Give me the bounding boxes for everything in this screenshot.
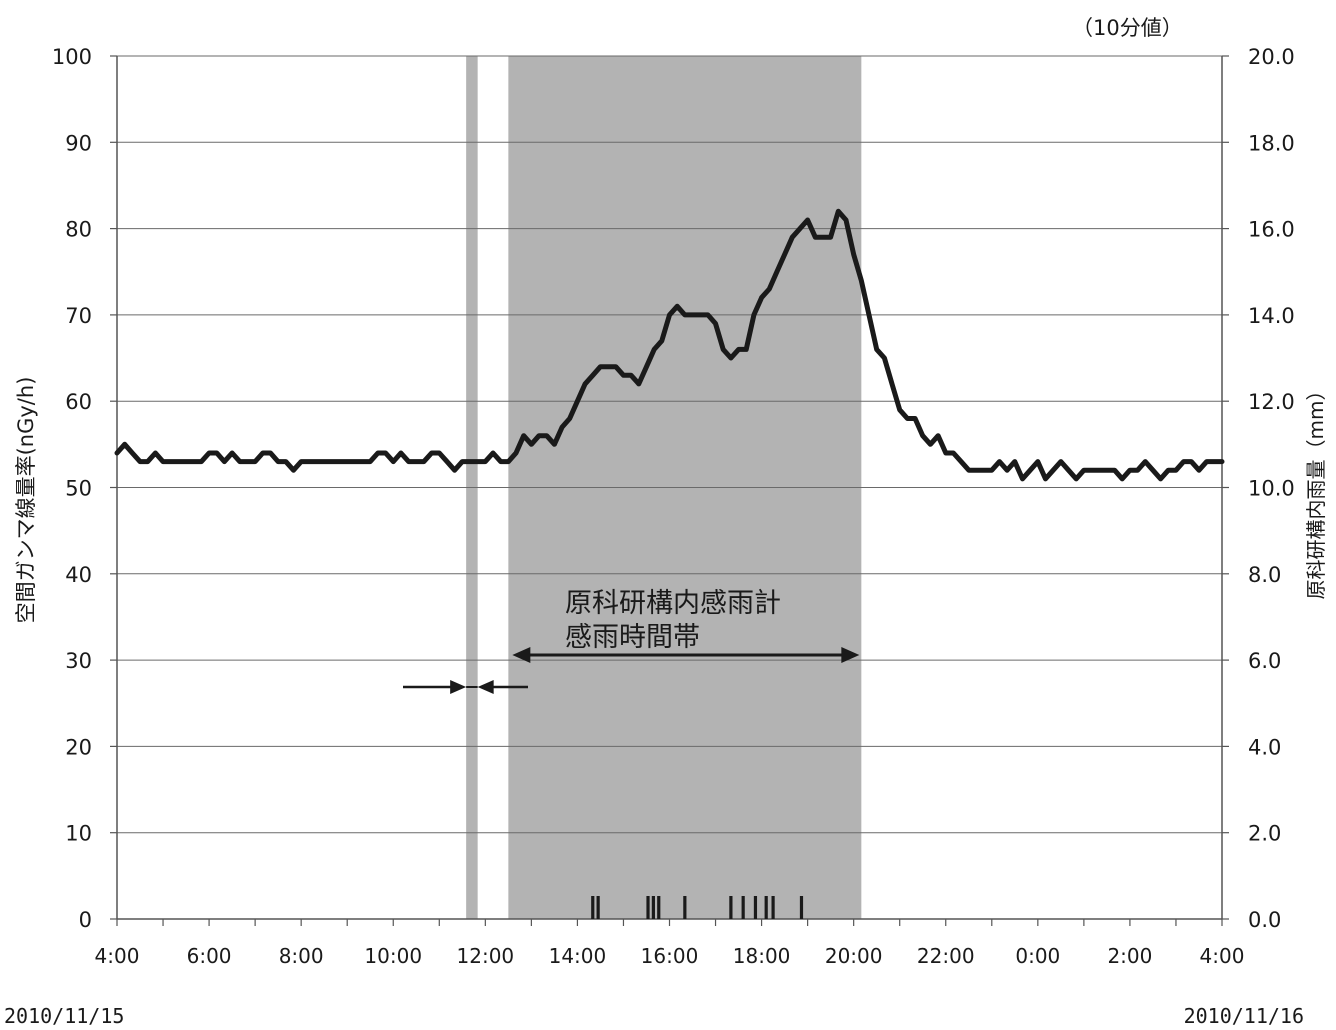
x-tick-label: 2:00 <box>1107 944 1152 968</box>
x-tick-label: 16:00 <box>641 944 699 968</box>
short-arrow-head-left <box>450 680 467 694</box>
x-tick-label: 14:00 <box>549 944 607 968</box>
left-tick-label: 90 <box>65 131 92 155</box>
dose-rate-series <box>114 208 1225 482</box>
x-axis-ticks: 4:00 6:00 8:00 10:00 12:00 14:00 16:00 18:00 20:… <box>95 919 1245 968</box>
right-tick-label: 4.0 <box>1248 735 1281 759</box>
x-tick-label: 10:00 <box>364 944 422 968</box>
right-tick-label: 0.0 <box>1248 908 1281 932</box>
right-tick-label: 14.0 <box>1248 304 1295 328</box>
rain-ticks <box>591 896 804 919</box>
x-tick-label: 6:00 <box>187 944 232 968</box>
left-tick-label: 30 <box>65 649 92 673</box>
y-axis-label-left: 空間ガンマ線量率(nGy/h) <box>14 377 38 624</box>
left-tick-label: 10 <box>65 822 92 846</box>
right-tick-label: 20.0 <box>1248 45 1295 69</box>
left-axis-ticks: 0 10 20 30 40 50 60 70 80 90 100 <box>52 45 117 932</box>
right-tick-label: 2.0 <box>1248 822 1281 846</box>
annotation-text-1: 感雨時間帯 <box>565 622 700 653</box>
left-tick-label: 80 <box>65 218 92 242</box>
right-axis-ticks: 0.0 2.0 4.0 6.0 8.0 10.0 12.0 14.0 16.0 18.0 20.0 <box>1222 45 1295 932</box>
short-arrow-head-right <box>477 680 494 694</box>
x-tick-label: 22:00 <box>917 944 975 968</box>
dose-rate-line <box>114 208 1225 482</box>
y-axis-label-right: 原科研構内雨量（mm） <box>1304 381 1328 600</box>
left-tick-label: 40 <box>65 563 92 587</box>
right-tick-label: 16.0 <box>1248 218 1295 242</box>
left-tick-label: 70 <box>65 304 92 328</box>
x-tick-label: 8:00 <box>279 944 324 968</box>
x-tick-label: 20:00 <box>825 944 883 968</box>
date-start-label: 2010/11/15 <box>4 1004 125 1028</box>
x-tick-label: 0:00 <box>1015 944 1060 968</box>
left-tick-label: 50 <box>65 477 92 501</box>
x-tick-label: 18:00 <box>733 944 791 968</box>
left-tick-label: 100 <box>52 45 92 69</box>
left-tick-label: 0 <box>79 908 92 932</box>
right-tick-label: 10.0 <box>1248 477 1295 501</box>
date-end-label: 2010/11/16 <box>1183 1004 1304 1028</box>
right-tick-label: 8.0 <box>1248 563 1281 587</box>
annotation-text-0: 原科研構内感雨計 <box>565 588 781 619</box>
x-tick-label: 12:00 <box>457 944 515 968</box>
left-tick-label: 60 <box>65 390 92 414</box>
right-tick-label: 18.0 <box>1248 131 1295 155</box>
x-tick-label: 4:00 <box>1200 944 1245 968</box>
arrow-head-left <box>512 647 531 663</box>
unit-note: （10分値） <box>1072 16 1183 40</box>
left-tick-label: 20 <box>65 735 92 759</box>
arrow-head-right <box>841 647 860 663</box>
right-tick-label: 12.0 <box>1248 390 1295 414</box>
x-tick-label: 4:00 <box>95 944 140 968</box>
right-tick-label: 6.0 <box>1248 649 1281 673</box>
